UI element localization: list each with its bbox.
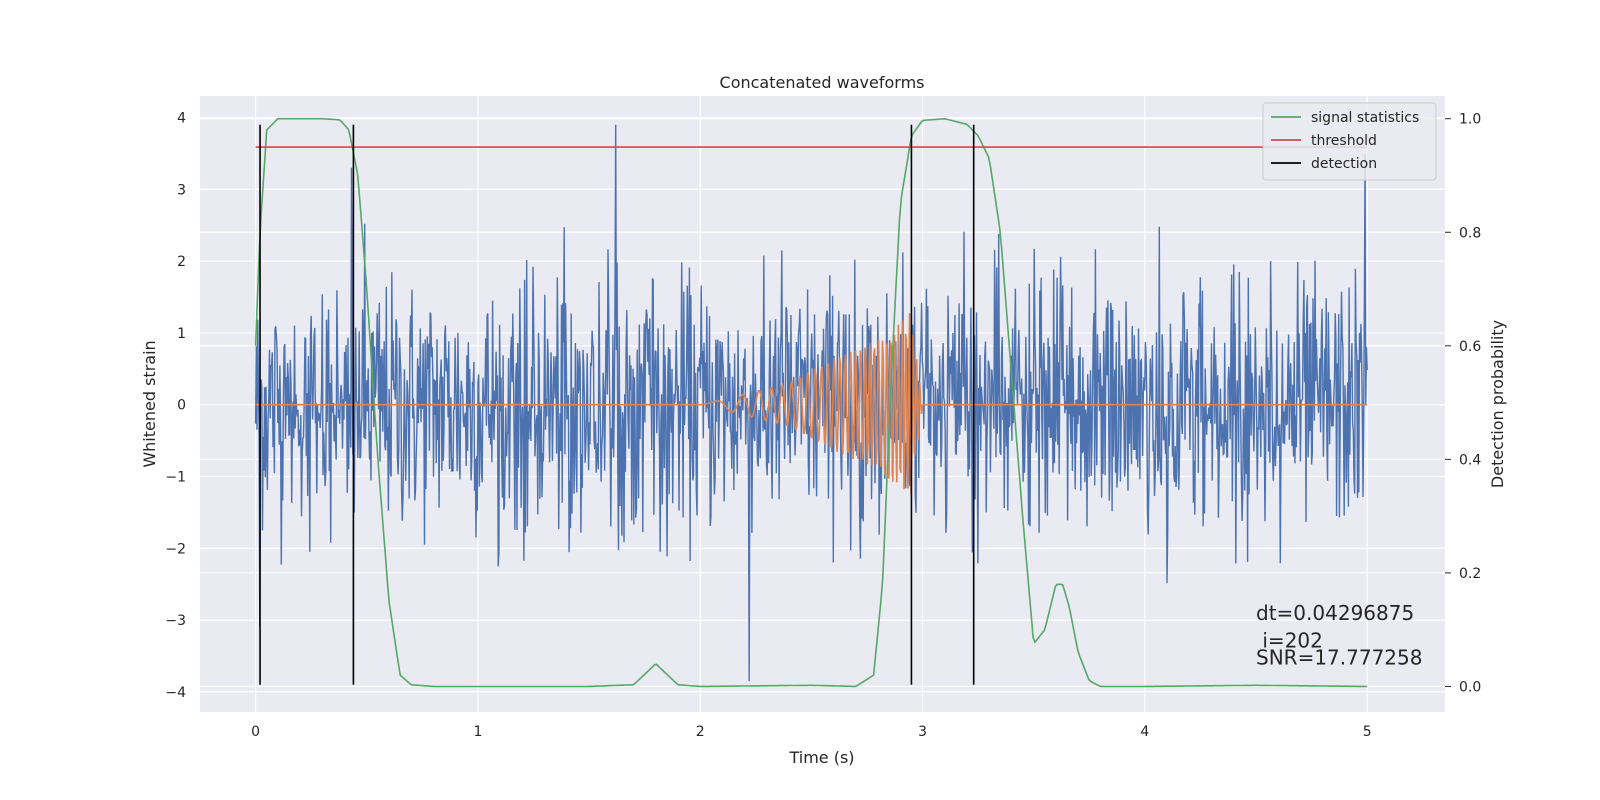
x-axis-label: Time (s) [788,748,854,767]
y-tick-label: 0 [177,398,186,414]
x-tick-label: 2 [696,724,705,740]
y-tick-label: 2 [177,254,186,270]
y2-tick-label: 0.6 [1459,339,1481,355]
y2-tick-label: 0.2 [1459,566,1481,582]
chart-title: Concatenated waveforms [720,73,925,92]
series-layer [254,117,1368,688]
legend-box [1262,102,1437,181]
y-tick-label: 3 [177,182,186,198]
y-tick-label: 4 [177,111,186,127]
y2-tick-label: 1.0 [1459,112,1481,128]
legend-label: signal statistics [1311,110,1419,126]
y-tick-label: 1 [177,326,186,342]
legend: signal statistics threshold detection [1262,102,1437,181]
y2-tick-label: 0.4 [1459,452,1481,468]
y-tick-label: −1 [165,470,186,486]
x-tick-label: 5 [1363,724,1372,740]
y2-axis-label: Detection probability [1488,320,1507,488]
series-strain-line [254,124,1368,682]
y-tick-label: −2 [165,541,186,557]
y-tick-label: −4 [165,685,186,701]
annotation-text: dt=0.04296875 [1256,601,1414,625]
x-tick-label: 3 [918,724,927,740]
y2-tick-label: 0.8 [1459,225,1481,241]
y2-tick-label: 0.0 [1459,679,1481,695]
legend-label: threshold [1311,133,1377,149]
x-tick-label: 1 [473,724,482,740]
plot-area [254,117,1368,688]
annotation-text: i=202 [1256,628,1323,652]
annotation-text: SNR=17.777258 [1256,646,1422,670]
x-tick-label: 4 [1140,724,1149,740]
legend-label: detection [1311,156,1377,172]
series-template-line [255,313,1368,495]
series-signal-statistics-line [254,117,1368,688]
ticks: 0 1 2 3 4 5 −4 −3 −2 −1 0 1 2 3 4 0.0 0.2 0.4 0.6 0.8 1.0 [165,111,1481,740]
y-axis-label: Whitened strain [140,340,159,467]
x-tick-label: 0 [251,724,260,740]
y-tick-label: −3 [165,613,186,629]
